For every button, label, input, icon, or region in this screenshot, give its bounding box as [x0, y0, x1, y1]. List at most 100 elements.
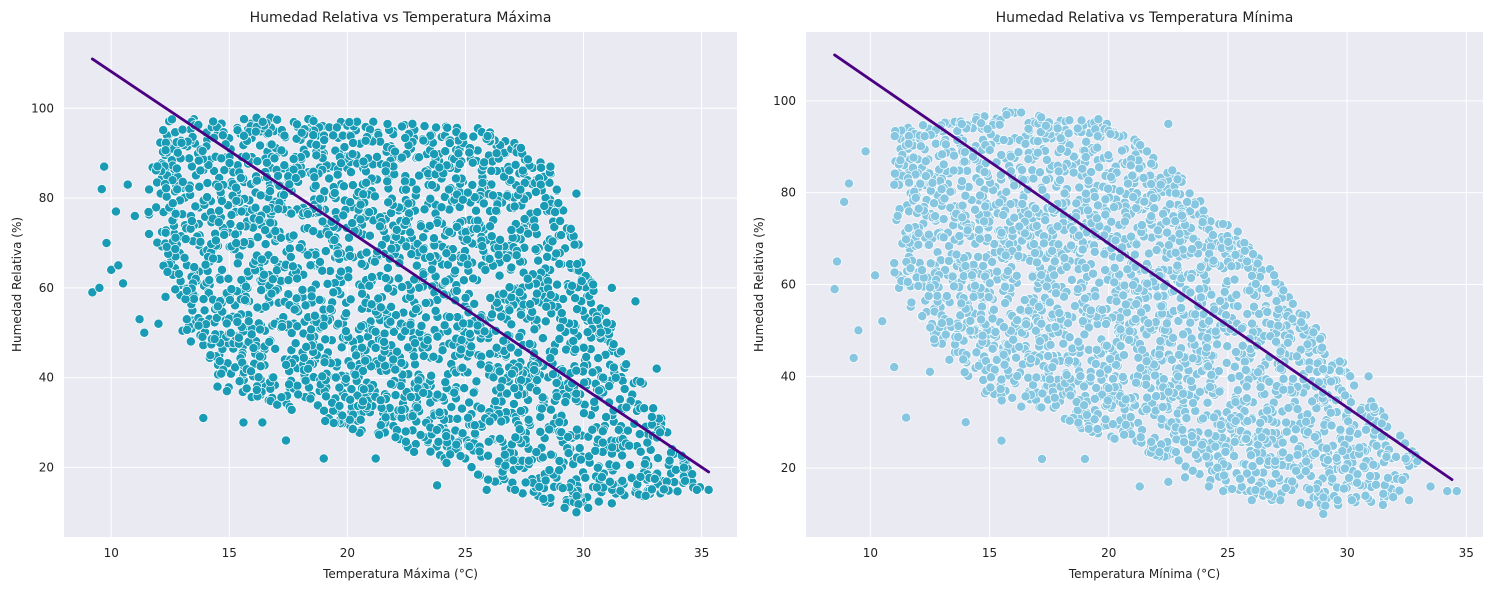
- left-data-point: [415, 430, 426, 440]
- left-data-point: [582, 327, 593, 338]
- left-data-point: [303, 363, 313, 374]
- left-data-point: [254, 214, 265, 225]
- left-data-point: [416, 320, 427, 331]
- right-data-point: [1044, 297, 1055, 308]
- left-data-point: [309, 310, 320, 321]
- left-data-point: [300, 300, 311, 311]
- left-data-point: [306, 324, 317, 335]
- right-data-point: [1023, 154, 1034, 165]
- right-data-point: [1016, 401, 1027, 412]
- left-data-point: [491, 148, 502, 159]
- left-data-point: [515, 184, 526, 195]
- left-data-point: [554, 417, 565, 428]
- right-data-point: [999, 322, 1009, 333]
- right-data-point: [889, 258, 900, 269]
- left-data-point: [551, 378, 562, 388]
- right-data-point: [1281, 426, 1292, 437]
- left-chart-title: Humedad Relativa vs Temperatura Máxima: [250, 10, 552, 26]
- left-data-point: [298, 352, 309, 363]
- left-data-point: [439, 320, 450, 331]
- left-data-point: [311, 150, 322, 161]
- left-data-point: [143, 206, 154, 217]
- left-data-point: [272, 114, 283, 125]
- left-data-point: [442, 259, 453, 270]
- left-data-point: [464, 397, 475, 408]
- left-data-point: [467, 157, 478, 168]
- right-data-point: [1085, 305, 1096, 316]
- right-data-point: [1174, 349, 1184, 360]
- left-data-point: [391, 310, 401, 321]
- left-data-point: [462, 234, 473, 245]
- left-data-point: [515, 406, 526, 417]
- right-data-point: [1036, 318, 1047, 329]
- left-data-point: [199, 305, 210, 316]
- left-data-point: [266, 288, 277, 299]
- left-data-point: [445, 449, 456, 460]
- right-data-point: [1059, 188, 1070, 199]
- left-data-point: [533, 255, 544, 266]
- right-data-point: [1064, 332, 1075, 343]
- left-data-point: [513, 347, 524, 358]
- left-data-point: [251, 175, 262, 186]
- left-data-point: [458, 131, 469, 142]
- right-data-point: [1202, 397, 1213, 408]
- right-data-point: [949, 281, 959, 292]
- left-data-point: [213, 181, 224, 192]
- left-data-point: [425, 446, 436, 457]
- left-data-point: [400, 426, 411, 437]
- left-data-point: [494, 366, 505, 377]
- left-data-point: [570, 293, 581, 304]
- right-data-point: [980, 271, 991, 282]
- left-data-point: [580, 472, 591, 483]
- right-data-point: [917, 311, 928, 322]
- left-data-point: [351, 350, 361, 361]
- left-data-point: [523, 228, 534, 239]
- right-data-point: [1246, 270, 1257, 281]
- right-data-point: [1326, 420, 1337, 431]
- left-data-point: [118, 278, 128, 289]
- right-data-point: [1052, 123, 1063, 134]
- left-data-point: [152, 161, 163, 172]
- left-data-point: [308, 226, 319, 237]
- right-data-point: [1142, 278, 1153, 289]
- left-data-point: [468, 131, 479, 142]
- left-data-point: [246, 366, 256, 377]
- right-data-point: [1221, 357, 1232, 368]
- right-data-point: [889, 168, 900, 179]
- left-data-point: [251, 385, 262, 395]
- left-data-point: [608, 362, 619, 373]
- left-data-point: [545, 161, 556, 172]
- left-data-point: [611, 460, 622, 471]
- right-data-point: [1049, 270, 1060, 281]
- right-data-point: [976, 118, 987, 129]
- left-data-point: [537, 452, 548, 463]
- left-data-point: [344, 232, 354, 243]
- right-data-point: [1066, 240, 1077, 251]
- left-data-point: [331, 122, 342, 133]
- right-data-point: [1059, 291, 1069, 302]
- left-data-point: [212, 381, 223, 392]
- left-data-point: [285, 252, 296, 262]
- left-data-point: [452, 413, 463, 424]
- left-data-point: [302, 209, 313, 220]
- left-data-point: [576, 276, 587, 287]
- right-data-point: [1237, 340, 1248, 351]
- left-data-point: [572, 259, 583, 269]
- right-data-point: [958, 271, 969, 282]
- left-data-point: [608, 339, 619, 350]
- right-data-point: [1241, 393, 1252, 404]
- left-regression-line: [90, 57, 711, 474]
- right-data-point: [1146, 158, 1157, 169]
- left-data-point: [301, 341, 312, 352]
- right-data-point: [1036, 112, 1047, 123]
- left-data-point: [374, 429, 385, 440]
- right-data-point: [1152, 225, 1163, 236]
- right-data-point: [1278, 373, 1289, 384]
- right-data-point: [1187, 353, 1198, 364]
- left-data-point: [232, 258, 243, 269]
- left-data-point: [281, 359, 292, 370]
- left-data-point: [382, 176, 393, 187]
- left-data-point: [346, 384, 357, 395]
- left-data-point: [460, 292, 471, 303]
